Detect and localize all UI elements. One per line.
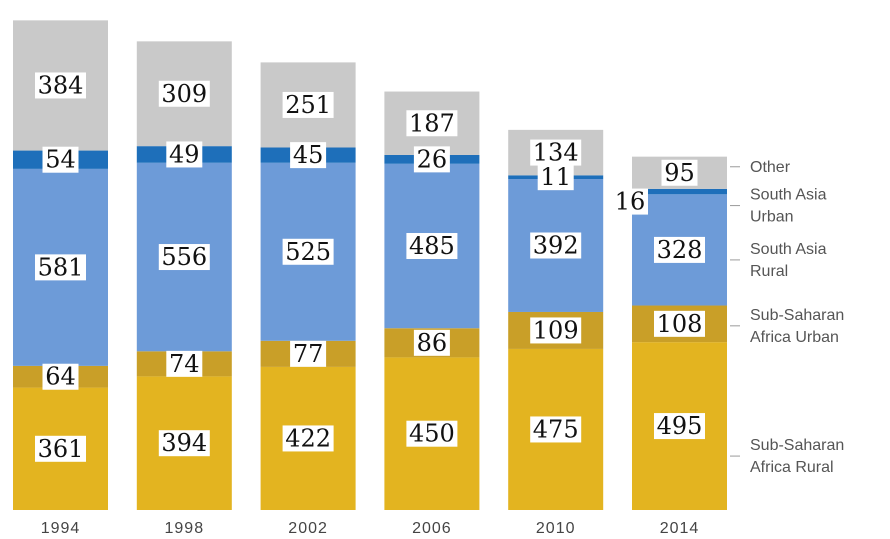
value-label-bg-sub-saharan-africa-rural-2006: [406, 420, 458, 447]
value-label-bg-sub-saharan-africa-urban-2002: [290, 340, 327, 367]
value-labels-layer: 361 64 581 54 384 394 74 556 49 309 422 77 525 45 251 4…: [35, 71, 705, 463]
value-label-south-asia-urban-1994: 54: [45, 146, 76, 174]
value-label-sub-saharan-africa-urban-2006: 86: [417, 329, 448, 357]
value-label-bg-other-2010: [530, 139, 582, 166]
value-label-sub-saharan-africa-urban-2014: 108: [657, 310, 703, 338]
value-label-bg-south-asia-rural-1994: [35, 254, 86, 281]
legend-label-south-asia-urban-line2: Urban: [750, 209, 794, 226]
value-label-bg-south-asia-rural-1998: [158, 244, 210, 271]
value-label-sub-saharan-africa-rural-2014: 495: [657, 412, 703, 440]
value-label-bg-sub-saharan-africa-urban-2014: [654, 310, 705, 337]
x-tick-2006: 2006: [412, 520, 452, 537]
value-label-sub-saharan-africa-urban-1994: 64: [45, 363, 76, 391]
x-tick-1994: 1994: [41, 520, 81, 537]
value-label-bg-south-asia-rural-2002: [282, 238, 334, 265]
legend-label-sub-saharan-africa-urban-line1: Sub-Saharan: [750, 307, 844, 324]
value-label-south-asia-rural-1994: 581: [38, 253, 84, 281]
value-label-bg-south-asia-urban-2006: [413, 146, 450, 173]
value-label-bg-sub-saharan-africa-rural-1998: [158, 430, 210, 457]
value-label-south-asia-urban-2006: 26: [417, 145, 448, 173]
bar-segment-south-asia-urban-2014: [632, 188, 727, 195]
value-label-bg-other-1998: [158, 80, 210, 107]
value-label-sub-saharan-africa-urban-2010: 109: [533, 316, 579, 344]
value-label-bg-sub-saharan-africa-urban-2010: [530, 317, 582, 344]
x-tick-2010: 2010: [536, 520, 576, 537]
value-label-sub-saharan-africa-rural-2002: 422: [285, 424, 331, 452]
value-label-sub-saharan-africa-rural-1994: 361: [38, 435, 84, 463]
value-label-bg-south-asia-urban-2014: [612, 188, 648, 215]
value-label-bg-sub-saharan-africa-urban-1998: [166, 350, 203, 377]
value-label-bg-sub-saharan-africa-rural-2002: [282, 425, 334, 452]
x-axis-ticks: 1994 1998 2002 2006 2010 2014: [41, 520, 700, 537]
value-label-south-asia-urban-1998: 49: [169, 140, 200, 168]
value-label-bg-south-asia-urban-1994: [42, 146, 79, 173]
value-label-south-asia-rural-2002: 525: [285, 238, 331, 266]
x-tick-1998: 1998: [165, 520, 205, 537]
value-label-south-asia-rural-1998: 556: [161, 243, 207, 271]
value-label-bg-sub-saharan-africa-rural-2014: [654, 413, 705, 440]
legend-label-other: Other: [750, 159, 791, 176]
value-label-other-1994: 384: [38, 71, 84, 99]
value-label-other-2014: 95: [664, 159, 695, 187]
value-label-south-asia-rural-2014: 328: [657, 236, 703, 264]
x-tick-2014: 2014: [660, 520, 700, 537]
value-label-sub-saharan-africa-rural-2010: 475: [533, 415, 579, 443]
value-label-other-2002: 251: [285, 91, 331, 119]
value-label-bg-other-1994: [35, 72, 86, 99]
x-tick-2002: 2002: [288, 520, 328, 537]
value-label-bg-other-2006: [406, 110, 458, 137]
legend-label-south-asia-urban-line1: South Asia: [750, 187, 827, 204]
value-label-other-2006: 187: [409, 109, 455, 137]
value-label-sub-saharan-africa-rural-1998: 394: [161, 429, 207, 457]
value-label-sub-saharan-africa-rural-2006: 450: [409, 420, 455, 448]
value-label-bg-south-asia-urban-2002: [290, 142, 327, 169]
value-label-bg-south-asia-rural-2010: [530, 232, 582, 259]
value-label-bg-south-asia-rural-2006: [406, 233, 458, 260]
legend-label-south-asia-rural-line1: South Asia: [750, 241, 827, 258]
legend-label-sub-saharan-africa-rural-line2: Africa Rural: [750, 459, 834, 476]
value-label-bg-south-asia-urban-2010: [537, 164, 574, 191]
bars-layer: [13, 20, 727, 510]
legend-label-sub-saharan-africa-rural-line1: Sub-Saharan: [750, 437, 844, 454]
value-label-other-1998: 309: [161, 80, 207, 108]
value-label-bg-sub-saharan-africa-urban-1994: [42, 363, 79, 390]
value-label-sub-saharan-africa-urban-2002: 77: [293, 340, 324, 368]
value-label-south-asia-urban-2002: 45: [293, 141, 324, 169]
value-label-bg-sub-saharan-africa-rural-2010: [530, 416, 582, 443]
value-label-south-asia-urban-2014: 16: [615, 188, 646, 216]
value-label-bg-sub-saharan-africa-rural-1994: [35, 435, 86, 462]
legend: Other South Asia Urban South Asia Rural Sub-S…: [730, 159, 844, 476]
value-label-bg-south-asia-rural-2014: [654, 236, 705, 263]
value-label-south-asia-rural-2010: 392: [533, 232, 579, 260]
value-label-other-2010: 134: [533, 139, 579, 167]
legend-label-south-asia-rural-line2: Rural: [750, 263, 788, 280]
value-label-south-asia-rural-2006: 485: [409, 232, 455, 260]
value-label-sub-saharan-africa-urban-1998: 74: [169, 350, 200, 378]
legend-label-sub-saharan-africa-urban-line2: Africa Urban: [750, 329, 839, 346]
value-label-south-asia-urban-2010: 11: [540, 163, 571, 191]
value-label-bg-other-2014: [661, 159, 698, 186]
value-label-bg-sub-saharan-africa-urban-2006: [413, 329, 450, 356]
value-label-bg-other-2002: [282, 91, 334, 118]
value-label-bg-south-asia-urban-1998: [166, 141, 203, 168]
